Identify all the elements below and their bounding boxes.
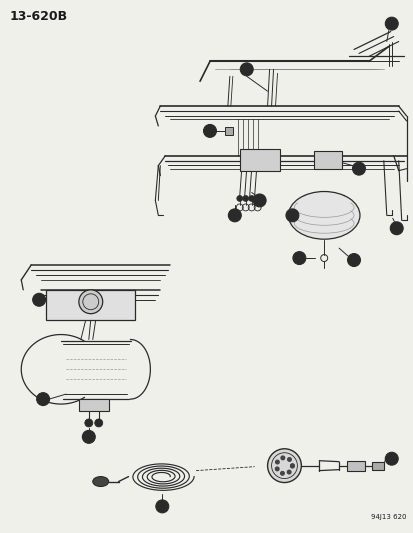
Bar xyxy=(371,462,383,470)
Text: 1: 1 xyxy=(36,295,42,304)
Text: 7: 7 xyxy=(86,432,91,441)
Bar xyxy=(78,399,108,411)
Circle shape xyxy=(275,461,278,464)
Ellipse shape xyxy=(93,477,108,487)
Text: 5: 5 xyxy=(244,65,249,74)
Circle shape xyxy=(292,252,305,264)
Ellipse shape xyxy=(288,191,359,239)
Circle shape xyxy=(347,254,360,266)
Circle shape xyxy=(37,393,50,406)
Circle shape xyxy=(280,456,284,459)
Circle shape xyxy=(78,290,102,314)
Text: 9: 9 xyxy=(159,502,164,511)
Circle shape xyxy=(33,293,45,306)
Bar xyxy=(346,461,364,471)
Text: 4: 4 xyxy=(388,454,394,463)
Circle shape xyxy=(385,17,397,30)
Text: 3: 3 xyxy=(40,394,46,403)
Text: 7: 7 xyxy=(393,224,399,233)
Circle shape xyxy=(287,458,291,461)
Text: 1: 1 xyxy=(356,164,361,173)
Circle shape xyxy=(95,419,102,427)
Circle shape xyxy=(82,430,95,443)
Text: 94J13 620: 94J13 620 xyxy=(370,514,406,520)
Circle shape xyxy=(236,196,242,201)
Circle shape xyxy=(290,464,294,468)
Circle shape xyxy=(275,467,278,471)
Circle shape xyxy=(203,125,216,138)
Text: 8: 8 xyxy=(296,254,301,263)
Bar xyxy=(239,149,279,171)
Circle shape xyxy=(228,209,241,222)
Text: 13-620B: 13-620B xyxy=(9,10,67,23)
Text: 7: 7 xyxy=(351,255,356,264)
Circle shape xyxy=(242,196,248,201)
Text: 8: 8 xyxy=(256,196,262,205)
Circle shape xyxy=(385,452,397,465)
Circle shape xyxy=(280,472,283,475)
Circle shape xyxy=(253,194,266,207)
Circle shape xyxy=(85,419,93,427)
Circle shape xyxy=(267,449,301,482)
Bar xyxy=(46,290,135,320)
Bar xyxy=(313,151,341,168)
Circle shape xyxy=(351,162,365,175)
Circle shape xyxy=(285,209,298,222)
Text: 2: 2 xyxy=(388,19,394,28)
Text: 4: 4 xyxy=(289,211,294,220)
Circle shape xyxy=(389,222,402,235)
Bar xyxy=(224,127,232,135)
Circle shape xyxy=(290,464,294,467)
Circle shape xyxy=(155,500,169,513)
Circle shape xyxy=(287,470,290,474)
Circle shape xyxy=(254,196,260,201)
Text: 7: 7 xyxy=(232,211,237,220)
Circle shape xyxy=(240,63,253,76)
Circle shape xyxy=(248,196,254,201)
Text: 6: 6 xyxy=(207,126,212,135)
